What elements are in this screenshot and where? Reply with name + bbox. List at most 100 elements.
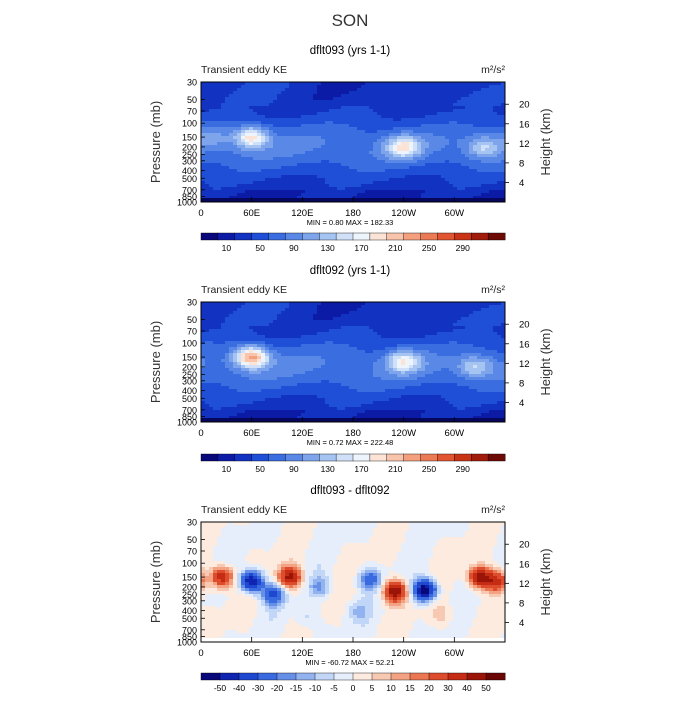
heatmap-cell: [389, 341, 393, 344]
heatmap-cell: [441, 335, 445, 338]
heatmap-cell: [497, 166, 501, 169]
x-tick-label: 120W: [391, 208, 416, 219]
heatmap-cell: [297, 148, 301, 151]
heatmap-cell: [257, 157, 261, 160]
heatmap-cell: [485, 130, 489, 133]
heatmap-cell: [349, 118, 353, 121]
heatmap-cell: [281, 374, 285, 377]
heatmap-cell: [281, 157, 285, 160]
heatmap-cell: [261, 323, 265, 326]
heatmap-cell: [269, 121, 273, 124]
heatmap-cell: [317, 124, 321, 127]
heatmap-cell: [453, 172, 457, 175]
heatmap-cell: [313, 344, 317, 347]
heatmap-cell: [241, 106, 245, 109]
heatmap-cell: [493, 142, 497, 145]
heatmap-cell: [221, 109, 225, 112]
heatmap-cell: [381, 371, 385, 374]
heatmap-cell: [257, 371, 261, 374]
heatmap-cell: [285, 127, 289, 130]
heatmap-cell: [257, 112, 261, 115]
heatmap-cell: [389, 142, 393, 145]
heatmap-cell: [245, 308, 249, 311]
heatmap-cell: [353, 109, 357, 112]
heatmap-cell: [453, 335, 457, 338]
heatmap-cell: [413, 172, 417, 175]
heatmap-cell: [453, 178, 457, 181]
heatmap-cell: [337, 112, 341, 115]
heatmap-cell: [417, 121, 421, 124]
heatmap-cell: [233, 365, 237, 368]
heatmap-cell: [433, 85, 437, 88]
heatmap-cell: [381, 88, 385, 91]
heatmap-cell: [429, 151, 433, 154]
heatmap-cell: [465, 103, 469, 106]
heatmap-cell: [489, 118, 493, 121]
heatmap-cell: [449, 106, 453, 109]
heatmap-cell: [257, 103, 261, 106]
heatmap-cell: [485, 323, 489, 326]
heatmap-cell: [373, 335, 377, 338]
heatmap-cell: [385, 151, 389, 154]
heatmap-cell: [405, 169, 409, 172]
heatmap-cell: [473, 184, 477, 187]
heatmap-cell: [417, 344, 421, 347]
heatmap-cell: [209, 85, 213, 88]
heatmap-cell: [209, 193, 213, 196]
heatmap-cell: [329, 344, 333, 347]
heatmap-cell: [385, 338, 389, 341]
heatmap-cell: [317, 106, 321, 109]
heatmap-cell: [269, 347, 273, 350]
heatmap-cell: [297, 184, 301, 187]
heatmap-cell: [381, 347, 385, 350]
heatmap-cell: [389, 112, 393, 115]
heatmap-cell: [305, 157, 309, 160]
heatmap-cell: [217, 121, 221, 124]
heatmap-cell: [381, 121, 385, 124]
heatmap-cell: [297, 100, 301, 103]
heatmap-cell: [433, 184, 437, 187]
heatmap-cell: [457, 130, 461, 133]
heatmap-cell: [301, 323, 305, 326]
heatmap-cell: [445, 356, 449, 359]
heatmap-cell: [277, 317, 281, 320]
heatmap-cell: [473, 359, 477, 362]
heatmap-cell: [233, 341, 237, 344]
heatmap-cell: [357, 311, 361, 314]
heatmap-cell: [353, 115, 357, 118]
heatmap-cell: [369, 166, 373, 169]
heatmap-cell: [221, 166, 225, 169]
heatmap-cell: [413, 305, 417, 308]
heatmap-cell: [273, 362, 277, 365]
heatmap-cell: [381, 187, 385, 190]
heatmap-cell: [381, 109, 385, 112]
heatmap-cell: [257, 314, 261, 317]
heatmap-cell: [309, 326, 313, 329]
heatmap-cell: [369, 139, 373, 142]
heatmap-cell: [425, 317, 429, 320]
heatmap-cell: [285, 359, 289, 362]
heatmap-cell: [257, 154, 261, 157]
heatmap-cell: [393, 136, 397, 139]
heatmap-cell: [469, 130, 473, 133]
heatmap-cell: [237, 133, 241, 136]
heatmap-cell: [357, 121, 361, 124]
heatmap-cell: [321, 353, 325, 356]
heatmap-cell: [389, 106, 393, 109]
heatmap-cell: [393, 178, 397, 181]
heatmap-cell: [377, 157, 381, 160]
heatmap-cell: [397, 130, 401, 133]
heatmap-cell: [301, 187, 305, 190]
colorbar-label: 290: [456, 243, 470, 253]
heatmap-cell: [277, 320, 281, 323]
heatmap-cell: [473, 371, 477, 374]
heatmap-cell: [349, 187, 353, 190]
heatmap-cell: [365, 121, 369, 124]
heatmap-cell: [405, 320, 409, 323]
heatmap-cell: [465, 323, 469, 326]
heatmap-cell: [457, 172, 461, 175]
heatmap-cell: [369, 157, 373, 160]
heatmap-cell: [213, 169, 217, 172]
heatmap-cell: [309, 314, 313, 317]
heatmap-cell: [421, 311, 425, 314]
